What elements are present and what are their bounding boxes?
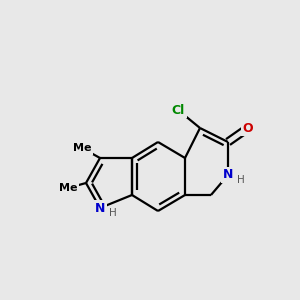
Text: Cl: Cl (171, 103, 184, 116)
Text: H: H (109, 208, 117, 218)
Text: H: H (237, 175, 245, 185)
Text: N: N (223, 169, 233, 182)
Text: N: N (95, 202, 105, 214)
Text: O: O (243, 122, 253, 134)
Text: Me: Me (59, 183, 77, 193)
Text: Me: Me (73, 143, 91, 153)
